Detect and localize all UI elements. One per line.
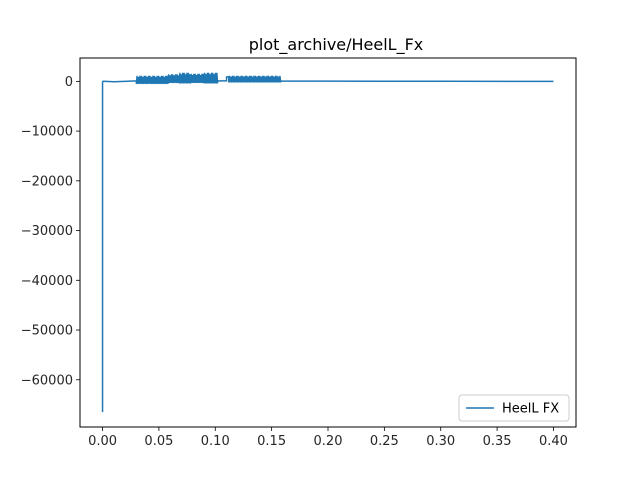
x-tick-label: 0.25 [370,434,399,449]
series-line-heell-fx [101,72,554,413]
y-tick-label: −30000 [21,224,73,239]
x-tick-label: 0.20 [314,434,343,449]
x-tick-label: 0.40 [539,434,568,449]
plot-area: 0.00 0.05 0.10 0.15 0.20 0.25 0.30 0.35 0.40 0 −1… [21,57,577,449]
legend-label-heell-fx: HeelL FX [502,402,559,417]
x-tick-label: 0.35 [483,434,512,449]
x-tick-label: 0.15 [257,434,286,449]
y-axis: 0 −10000 −20000 −30000 −40000 −50000 −60000 [21,75,80,388]
y-tick-label: −60000 [21,373,73,388]
y-tick-label: −40000 [21,274,73,289]
series-layer [101,72,554,413]
x-tick-label: 0.10 [201,434,230,449]
y-tick-label: 0 [65,75,73,90]
x-tick-label: 0.00 [88,434,117,449]
legend-box [458,394,570,422]
x-tick-label: 0.30 [426,434,455,449]
chart-title: plot_archive/HeelL_Fx [249,35,424,55]
x-tick-label: 0.05 [144,434,173,449]
x-axis: 0.00 0.05 0.10 0.15 0.20 0.25 0.30 0.35 0.40 [88,427,568,449]
plot-background [80,58,576,427]
y-tick-label: −20000 [21,174,73,189]
y-tick-label: −10000 [21,125,73,140]
plot-frame [79,57,577,428]
legend: HeelL FX [458,394,570,422]
y-tick-label: −50000 [21,324,73,339]
